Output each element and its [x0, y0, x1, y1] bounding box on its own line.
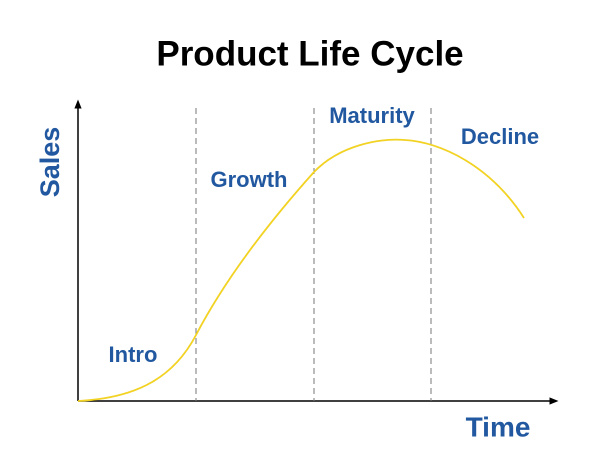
stage-label: Maturity	[329, 103, 415, 128]
life-cycle-curve	[77, 138, 525, 402]
stage-label: Decline	[461, 124, 539, 149]
title: Product Life Cycle	[156, 34, 463, 73]
stage-label: Intro	[109, 342, 158, 367]
stage-label: Growth	[211, 167, 288, 192]
x-axis-label: Time	[466, 411, 531, 442]
y-axis-label: Sales	[35, 127, 65, 198]
